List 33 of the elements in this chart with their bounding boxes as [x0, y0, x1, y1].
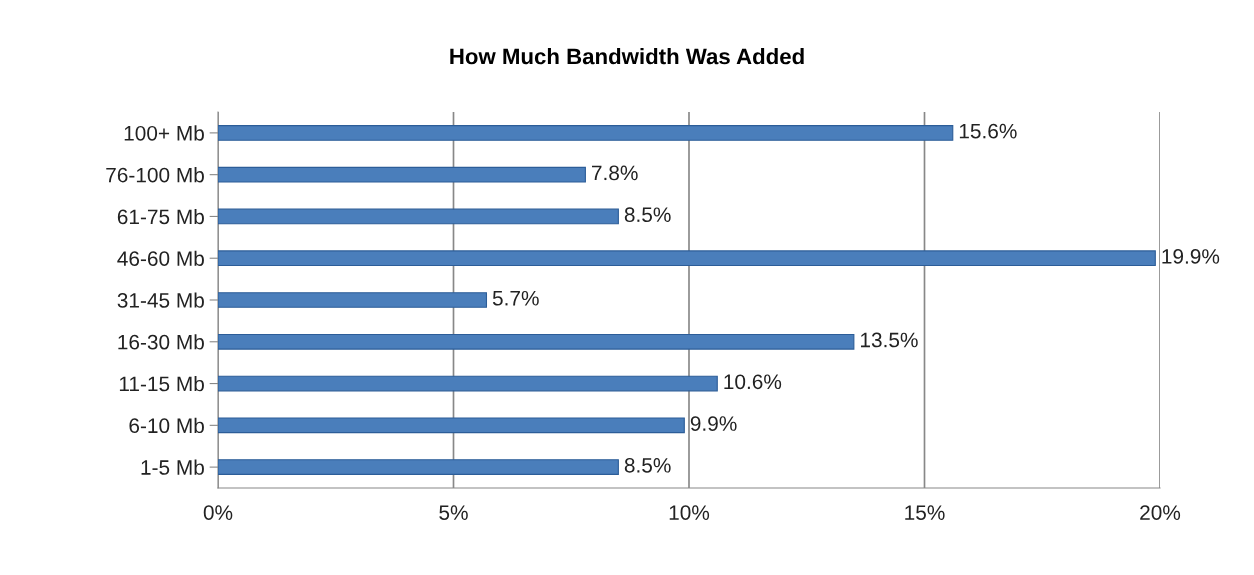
chart-title: How Much Bandwidth Was Added	[450, 48, 804, 65]
y-tick-label: 31-45 Mb	[117, 292, 204, 308]
data-label: 8.5%	[624, 457, 671, 473]
y-tick-label: 16-30 Mb	[118, 334, 204, 350]
bar	[218, 250, 1156, 267]
bar	[218, 208, 619, 225]
x-tick-label: 20%	[1140, 505, 1181, 520]
data-label: 9.9%	[690, 416, 737, 431]
x-tick-label: 10%	[669, 505, 710, 520]
y-tick-label: 46-60 Mb	[117, 250, 204, 266]
data-label: 13.5%	[860, 332, 918, 348]
bar	[218, 333, 855, 350]
data-label: 15.6%	[959, 123, 1017, 139]
y-tick-label: 100+ Mb	[124, 125, 204, 141]
bar	[218, 166, 586, 183]
y-tick-label: 6-10 Mb	[129, 417, 204, 434]
bar	[218, 125, 954, 141]
data-label: 10.6%	[724, 374, 782, 390]
data-label: 19.9%	[1162, 249, 1220, 264]
y-tick-label: 61-75 Mb	[117, 208, 204, 225]
bar	[218, 459, 619, 475]
bar	[218, 417, 685, 434]
x-tick-label: 5%	[439, 505, 468, 520]
data-label: 8.5%	[624, 207, 671, 223]
bar	[218, 375, 718, 392]
x-tick-label: 0%	[203, 505, 233, 520]
data-label: 7.8%	[592, 165, 638, 181]
y-tick-label: 1-5 Mb	[141, 459, 204, 475]
bar	[218, 292, 488, 308]
data-label: 5.7%	[492, 290, 539, 306]
y-tick-label: 76-100 Mb	[106, 167, 204, 183]
x-tick-label: 15%	[905, 505, 945, 520]
y-tick-label: 11-15 Mb	[119, 376, 204, 392]
